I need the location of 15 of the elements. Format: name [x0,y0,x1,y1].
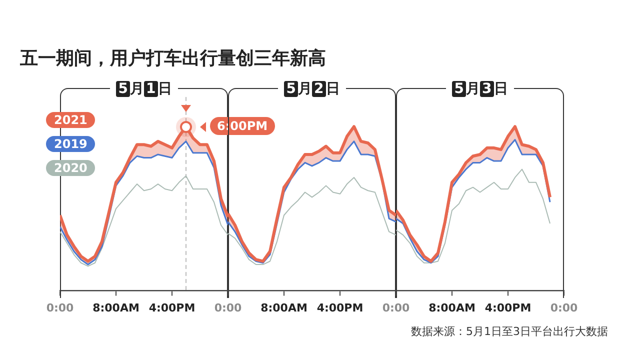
text: 五一期间，用户打车出行量创三年新高 [20,47,326,70]
x-tick-label: 8:00AM [428,301,476,314]
x-tick-label: 0:00 [550,301,578,314]
x-tick-label: 0:00 [214,301,242,314]
x-tick-label: 8:00AM [92,301,140,314]
text: 2020 [46,160,96,176]
text: 2021 [46,112,96,128]
text: 2019 [46,136,96,152]
x-tick-label: 4:00PM [316,301,364,314]
source-note: 数据来源：5月1日至3日平台出行大数据 [411,324,608,339]
x-tick-label: 8:00AM [260,301,308,314]
x-tick-label: 4:00PM [484,301,532,314]
x-tick-label: 4:00PM [148,301,196,314]
x-tick-label: 0:00 [382,301,410,314]
x-tick-label: 0:00 [46,301,74,314]
